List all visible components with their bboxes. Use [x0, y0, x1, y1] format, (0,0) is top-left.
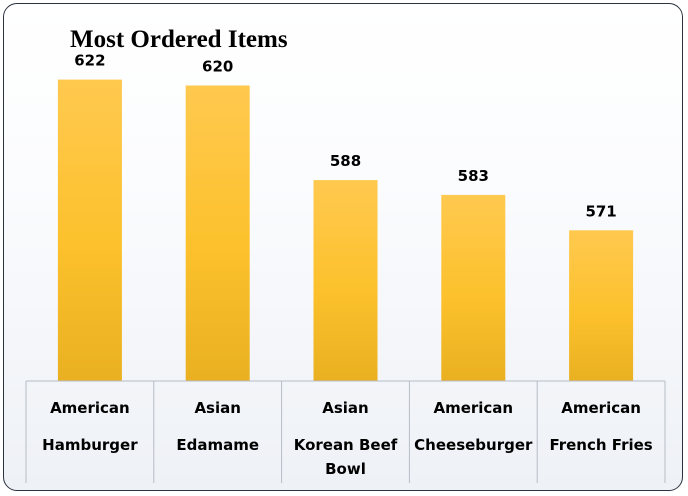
category-tick-label: American — [433, 399, 513, 417]
bar — [441, 194, 506, 381]
bar — [57, 79, 122, 381]
category-tick-label: Bowl — [325, 460, 366, 478]
category-tick-label: Asian — [194, 399, 240, 417]
bar — [185, 85, 250, 381]
category-tick-label: Hamburger — [42, 436, 138, 454]
category-labels: American Hamburger Asian Edamame Asian Korean… — [42, 399, 653, 478]
data-label: 620 — [202, 58, 233, 76]
category-tick-label: Edamame — [176, 436, 259, 454]
bar — [569, 230, 634, 381]
category-tick-label: Korean Beef — [294, 436, 398, 454]
category-tick-label: French Fries — [549, 436, 652, 454]
category-tick-label: Cheeseburger — [414, 436, 533, 454]
data-label: 583 — [458, 167, 489, 185]
category-tick-label: American — [561, 399, 641, 417]
bars-group: 622 620 588 583 571 — [57, 52, 634, 381]
data-label: 588 — [330, 152, 361, 170]
category-tick-label: American — [50, 399, 130, 417]
data-label: 571 — [585, 202, 616, 220]
bar — [313, 180, 378, 381]
category-tick-label: Asian — [322, 399, 368, 417]
chart-title: Most Ordered Items — [70, 26, 288, 53]
data-label: 622 — [74, 52, 105, 70]
category-axis — [25, 380, 666, 483]
